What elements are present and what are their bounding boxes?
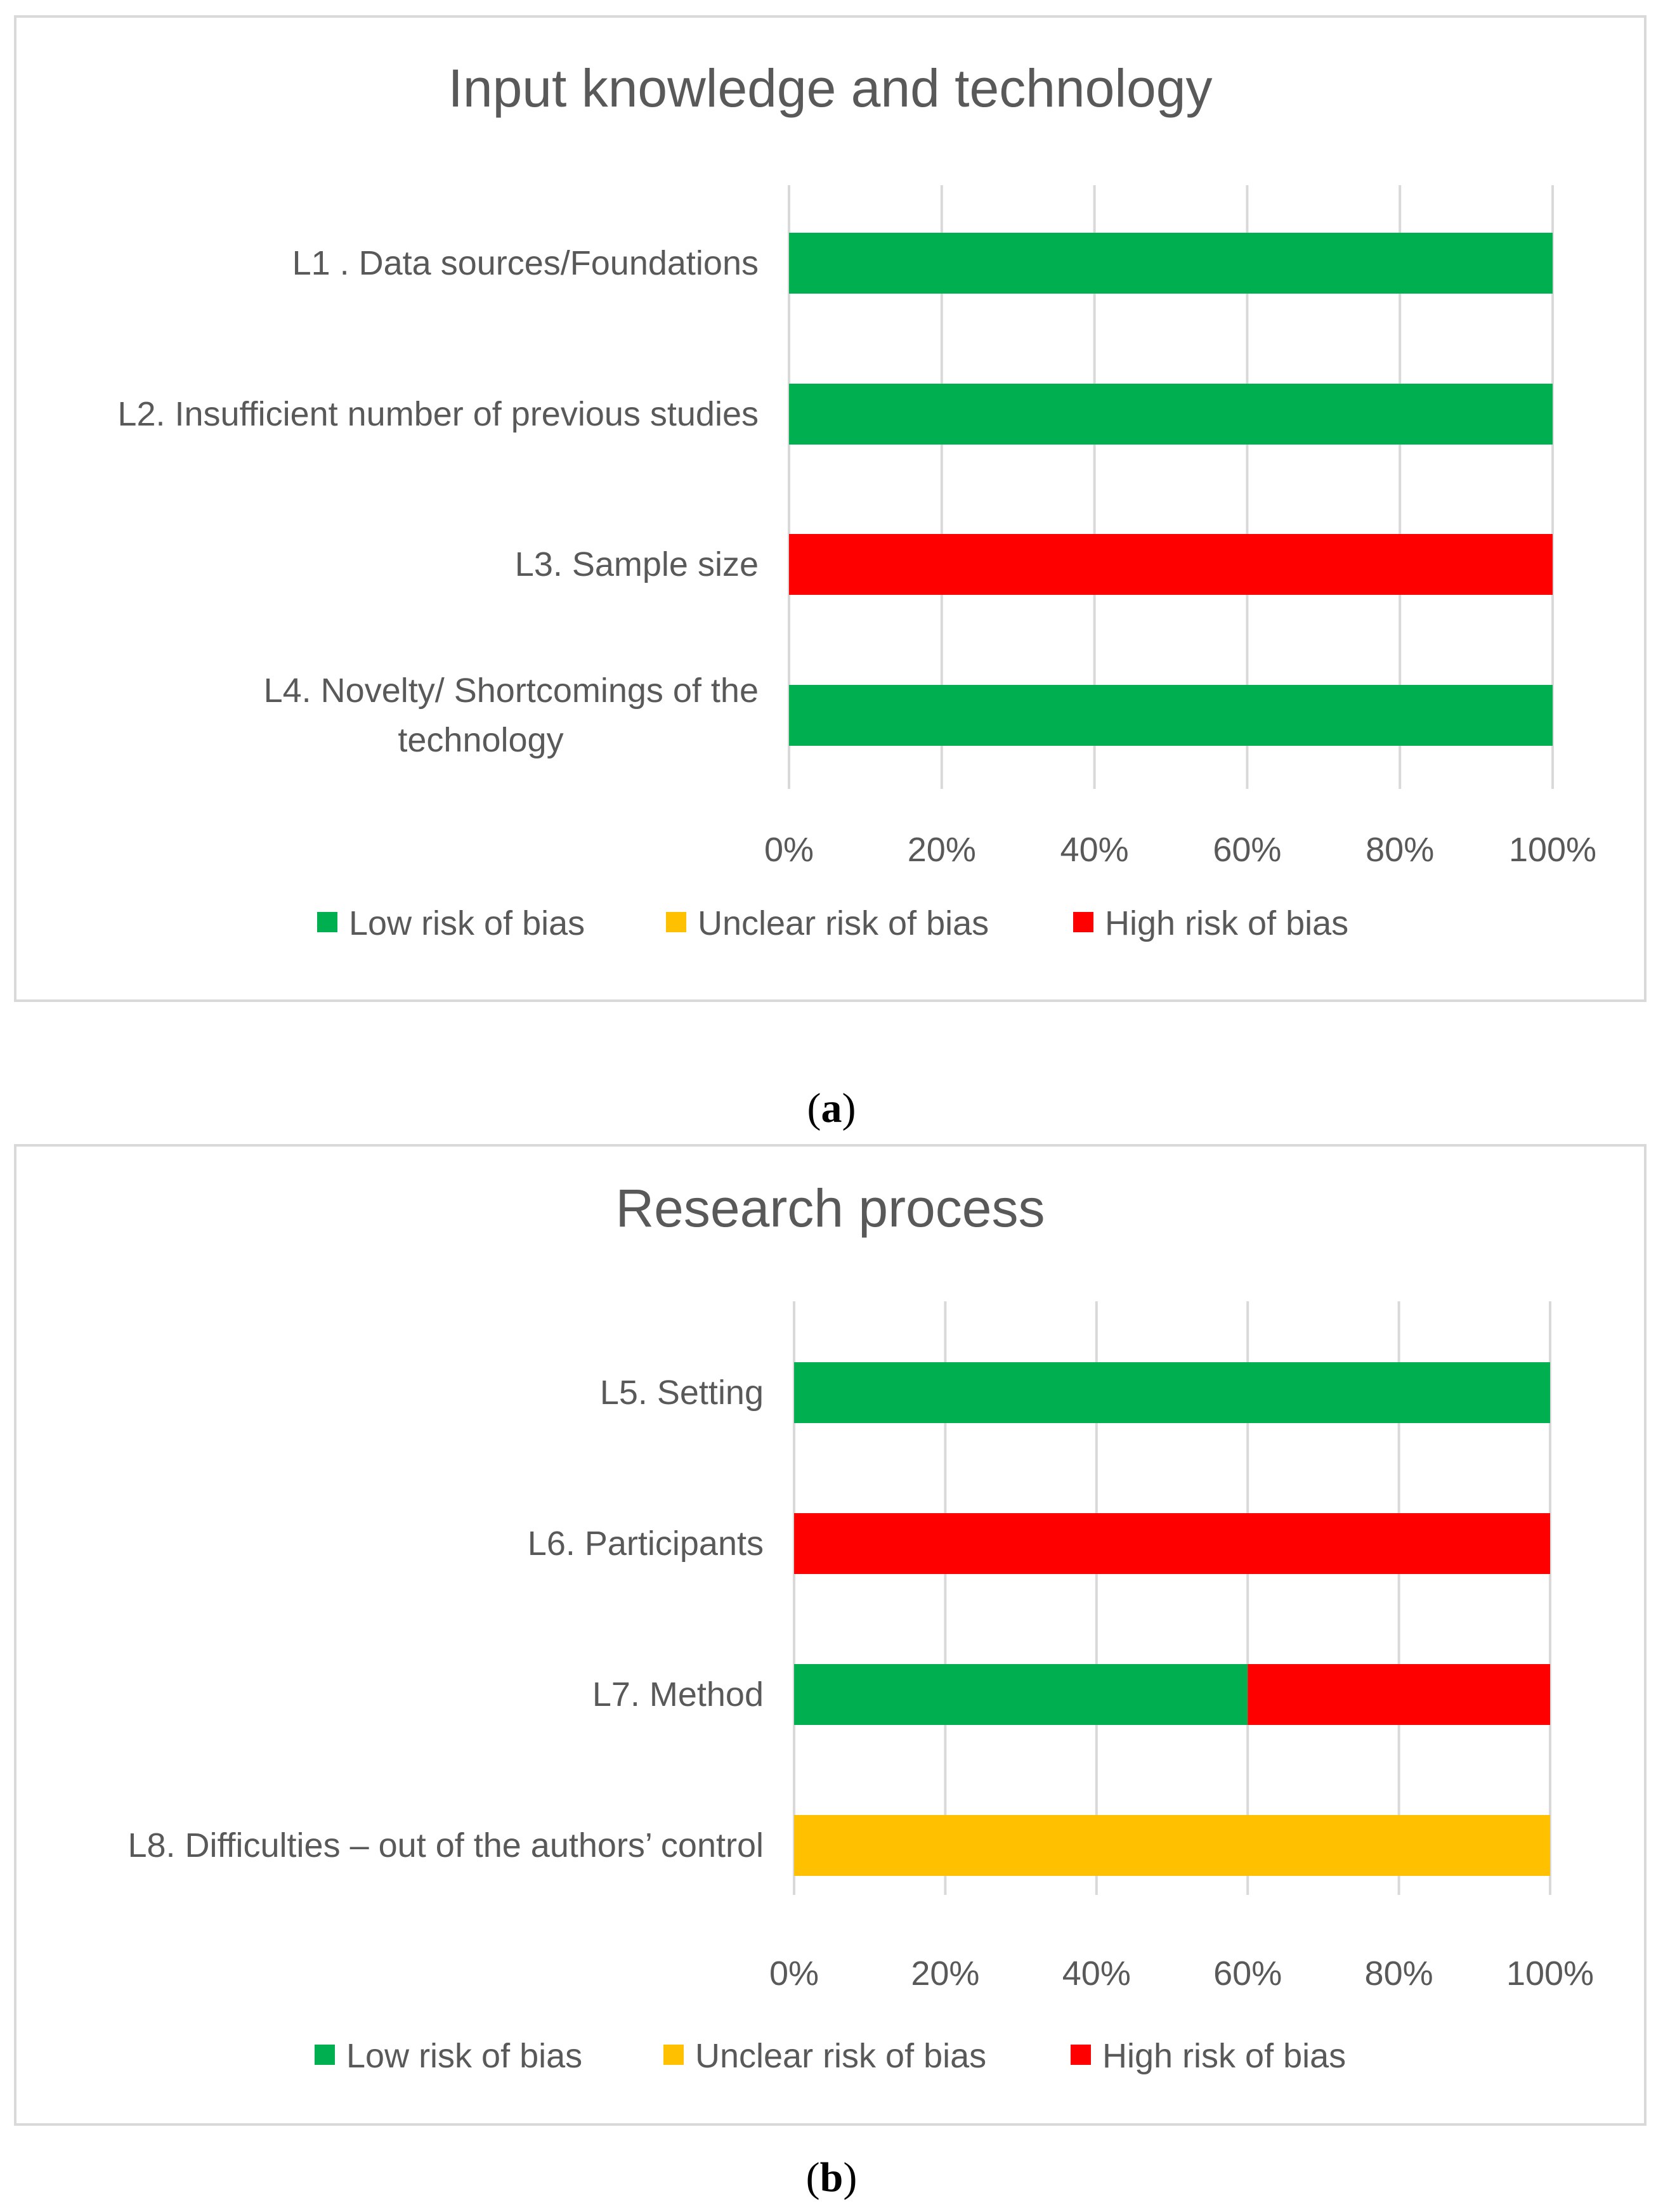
chart-b-bar-segment bbox=[794, 1362, 1550, 1423]
chart-b-legend-swatch bbox=[1071, 2045, 1091, 2065]
chart-a-bar-segment bbox=[789, 534, 1553, 595]
caption-a: (a) bbox=[807, 1085, 856, 1131]
chart-a-tick-label: 80% bbox=[1366, 831, 1434, 869]
chart-b-category-label: L8. Difficulties – out of the authors’ c… bbox=[127, 1826, 764, 1864]
chart-a-legend-swatch bbox=[1073, 912, 1093, 932]
caption-b: (b) bbox=[805, 2154, 858, 2201]
chart-b-legend-swatch bbox=[315, 2045, 335, 2065]
chart-b-bar-segment bbox=[1248, 1664, 1550, 1725]
chart-b-tick-label: 20% bbox=[911, 1955, 979, 1993]
chart-a-category-label: L1 . Data sources/Foundations bbox=[292, 244, 759, 282]
chart-a-title: Input knowledge and technology bbox=[448, 58, 1213, 118]
chart-b-legend-label: Low risk of bias bbox=[346, 2037, 582, 2075]
chart-b-tick-label: 80% bbox=[1365, 1955, 1433, 1993]
chart-a-legend-label: Low risk of bias bbox=[349, 904, 585, 942]
chart-b-tick-label: 100% bbox=[1506, 1955, 1594, 1993]
chart-panel-b: Research process 0% 20% 40% 60% 80% 100% L5. Se… bbox=[14, 1144, 1647, 2126]
chart-b-tick-label: 60% bbox=[1213, 1955, 1282, 1993]
chart-a-category-label: L4. Novelty/ Shortcomings of the bbox=[264, 672, 759, 710]
chart-a-tick-label: 100% bbox=[1509, 831, 1596, 869]
chart-a-tick-label: 20% bbox=[908, 831, 976, 869]
chart-a-tick-label: 60% bbox=[1213, 831, 1281, 869]
chart-b-bar-segment bbox=[794, 1513, 1550, 1574]
chart-a-legend-swatch bbox=[666, 912, 686, 932]
chart-b-legend-swatch bbox=[663, 2045, 684, 2065]
chart-b-bar-segment bbox=[794, 1664, 1248, 1725]
chart-a-legend-swatch bbox=[317, 912, 337, 932]
chart-b-title: Research process bbox=[616, 1178, 1045, 1238]
chart-a-category-label: technology bbox=[398, 721, 563, 759]
chart-b-category-label: L6. Participants bbox=[528, 1525, 764, 1563]
chart-a-legend-label: High risk of bias bbox=[1105, 904, 1348, 942]
chart-a-category-label: L3. Sample size bbox=[515, 545, 759, 583]
chart-b-svg: Research process 0% 20% 40% 60% 80% 100% L5. Se… bbox=[127, 1178, 1594, 2075]
chart-b-tick-label: 0% bbox=[769, 1955, 819, 1993]
chart-panel-a: Input knowledge and technology 0% 20% 40% 60… bbox=[14, 15, 1647, 1002]
chart-a-bar-segment bbox=[789, 384, 1553, 445]
chart-b-category-label: L5. Setting bbox=[600, 1374, 764, 1412]
chart-a-bar-segment bbox=[789, 233, 1553, 294]
chart-a-tick-label: 40% bbox=[1060, 831, 1129, 869]
chart-a-tick-label: 0% bbox=[764, 831, 814, 869]
chart-b-tick-label: 40% bbox=[1062, 1955, 1131, 1993]
chart-b-bar-segment bbox=[794, 1815, 1550, 1876]
chart-a-category-label: L2. Insufficient number of previous stud… bbox=[117, 395, 759, 433]
chart-a-legend-label: Unclear risk of bias bbox=[698, 904, 989, 942]
chart-a-bar-segment bbox=[789, 685, 1553, 746]
chart-b-category-label: L7. Method bbox=[592, 1675, 764, 1714]
chart-b-legend-label: Unclear risk of bias bbox=[695, 2037, 986, 2075]
chart-a-svg: Input knowledge and technology 0% 20% 40% 60… bbox=[117, 58, 1596, 942]
chart-b-legend-label: High risk of bias bbox=[1102, 2037, 1346, 2075]
